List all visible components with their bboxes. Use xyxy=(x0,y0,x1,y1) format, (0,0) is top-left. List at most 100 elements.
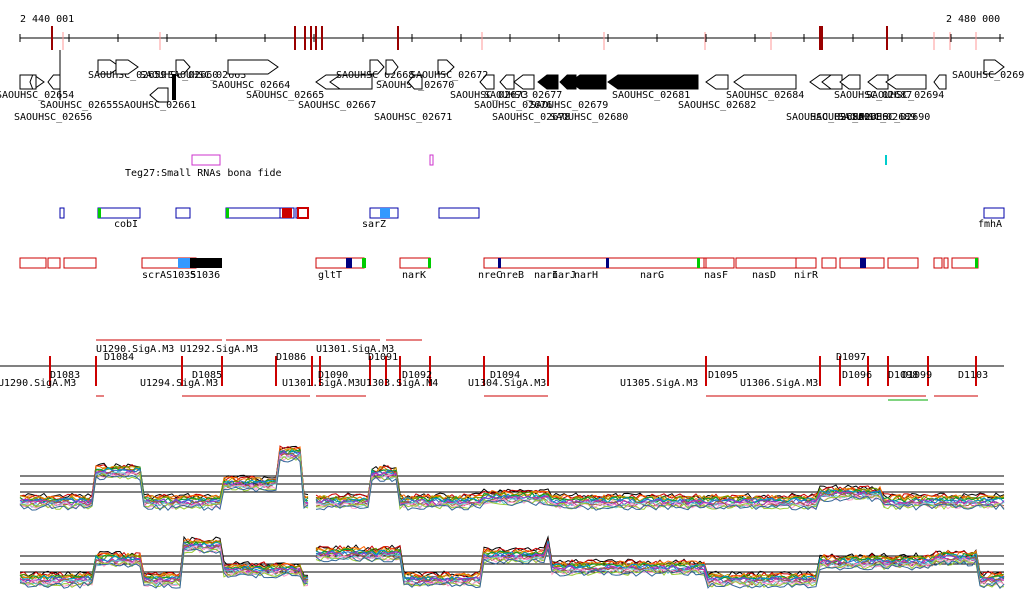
annotation-label: gltT xyxy=(318,270,342,281)
gene-arrow[interactable] xyxy=(329,74,373,90)
annotation-label: nreC xyxy=(478,270,502,281)
annotation-feature[interactable] xyxy=(141,257,181,269)
annotation-feature[interactable] xyxy=(933,257,943,269)
gene-arrow[interactable] xyxy=(115,59,139,75)
annotation-label: narH xyxy=(574,270,598,281)
promoter-label: U1301.SigA.M3 xyxy=(282,378,360,389)
gene-arrow[interactable] xyxy=(867,74,889,90)
annotation-track-blue: cobI sarZ fmhA xyxy=(59,207,1005,230)
annotation-label: narI xyxy=(534,270,558,281)
gene-arrow[interactable] xyxy=(733,74,797,90)
srna-feature[interactable] xyxy=(885,155,887,165)
annotation-mark xyxy=(178,258,190,268)
gene-arrow[interactable] xyxy=(437,59,455,75)
annotation-label: fmhA xyxy=(978,219,1002,230)
gene-label: SAOUHSC_02654 xyxy=(0,90,74,101)
gene-arrow[interactable] xyxy=(513,74,535,90)
gene-arrow[interactable] xyxy=(29,74,37,90)
segment-label: D1090 xyxy=(318,370,348,381)
gene-label: SAOUHSC_02676 xyxy=(474,100,552,111)
gene-arrow[interactable] xyxy=(569,74,607,90)
annotation-feature[interactable] xyxy=(315,257,365,269)
gene-arrow[interactable] xyxy=(983,59,1005,75)
annotation-feature[interactable] xyxy=(19,257,47,269)
gene-arrow[interactable] xyxy=(385,59,399,75)
expression-profile-line xyxy=(19,541,1005,582)
annotation-feature[interactable] xyxy=(887,257,919,269)
srna-feature[interactable] xyxy=(429,154,434,166)
annotation-label: nreB xyxy=(500,270,524,281)
gene-arrow[interactable] xyxy=(149,87,169,103)
gene-arrow[interactable] xyxy=(885,74,927,90)
promoter-label: U1303.SigA.M4 xyxy=(360,378,438,389)
expression-profile-line xyxy=(19,450,1005,506)
annotation-feature[interactable] xyxy=(63,257,97,269)
annotation-feature[interactable] xyxy=(703,257,735,269)
gene-arrow[interactable] xyxy=(839,74,861,90)
promoter-label: U1305.SigA.M3 xyxy=(620,378,698,389)
segment-label: D1083 xyxy=(50,370,80,381)
gene-label: SAOUHSC_02681 xyxy=(612,90,690,101)
gene-arrow[interactable] xyxy=(499,74,515,90)
gene-label: SAOUHSC_02672 xyxy=(410,70,488,81)
annotation-mark xyxy=(346,258,352,268)
annotation-feature[interactable] xyxy=(399,257,431,269)
gene-arrow[interactable] xyxy=(407,74,423,90)
annotation-mark xyxy=(975,258,978,268)
expression-profile-line xyxy=(19,455,1005,511)
gene-label: SAOUHSC_02689 xyxy=(838,112,916,123)
annotation-label: cobI xyxy=(114,219,138,230)
gene-label: SAOUHSC_02695 xyxy=(952,70,1024,81)
gene-marker-block xyxy=(172,74,176,100)
gene-arrow[interactable] xyxy=(607,74,699,90)
gene-arrow[interactable] xyxy=(821,74,843,90)
expression-profile-line xyxy=(19,456,1005,511)
segment-label: D1091 xyxy=(368,352,398,363)
gene-label: SAOUHSC_02680 xyxy=(550,112,628,123)
gene-arrow[interactable] xyxy=(559,74,577,90)
gene-arrow[interactable] xyxy=(227,59,279,75)
gene-arrow[interactable] xyxy=(97,59,121,75)
gene-label: SAOUHSC_02659 xyxy=(88,70,166,81)
annotation-feature[interactable] xyxy=(795,257,817,269)
segment-label: D1084 xyxy=(104,352,134,363)
promoter-label: U1290.SigA.M3 xyxy=(96,344,174,355)
gene-label: SAOUHSC_02684 xyxy=(726,90,804,101)
gene-arrow[interactable] xyxy=(175,59,191,75)
annotation-label: narG xyxy=(640,270,664,281)
annotation-label: narK xyxy=(402,270,426,281)
annotation-feature[interactable] xyxy=(821,257,837,269)
annotation-feature[interactable] xyxy=(483,257,707,269)
annotation-feature[interactable] xyxy=(735,257,797,269)
annotation-feature[interactable] xyxy=(438,207,480,219)
segment-label: D1103 xyxy=(958,370,988,381)
gene-label: SAOUHSC_02655 xyxy=(40,100,118,111)
gene-arrow[interactable] xyxy=(537,74,559,90)
srna-feature[interactable] xyxy=(191,154,221,166)
gene-arrow[interactable] xyxy=(47,74,61,90)
annotation-mark xyxy=(428,258,431,268)
srna-label: Teg27:Small RNAs bona fide xyxy=(125,168,282,179)
segment-label: D1098 xyxy=(888,370,918,381)
gene-label: SAOUHSC_02671 xyxy=(374,112,452,123)
annotation-feature[interactable] xyxy=(47,257,61,269)
gene-arrow[interactable] xyxy=(933,74,947,90)
annotation-feature[interactable] xyxy=(943,257,949,269)
segment-label: D1094 xyxy=(490,370,520,381)
ruler-end-label: 2 480 000 xyxy=(946,14,1000,25)
annotation-mark xyxy=(282,208,292,218)
annotation-feature[interactable] xyxy=(59,207,65,219)
gene-label: SAOUHSC_02682 xyxy=(678,100,756,111)
annotation-feature[interactable] xyxy=(97,207,141,219)
annotation-feature[interactable] xyxy=(225,207,281,219)
annotation-feature[interactable] xyxy=(983,207,1005,219)
annotation-feature[interactable] xyxy=(175,207,191,219)
gene-arrow[interactable] xyxy=(705,74,729,90)
gene-label: SAOUHSC_02668 xyxy=(336,70,414,81)
gene-arrow[interactable] xyxy=(479,74,495,90)
gene-arrow[interactable] xyxy=(369,59,385,75)
gene-label: SAOUHSC_02673 xyxy=(450,90,528,101)
annotation-feature[interactable] xyxy=(951,257,979,269)
